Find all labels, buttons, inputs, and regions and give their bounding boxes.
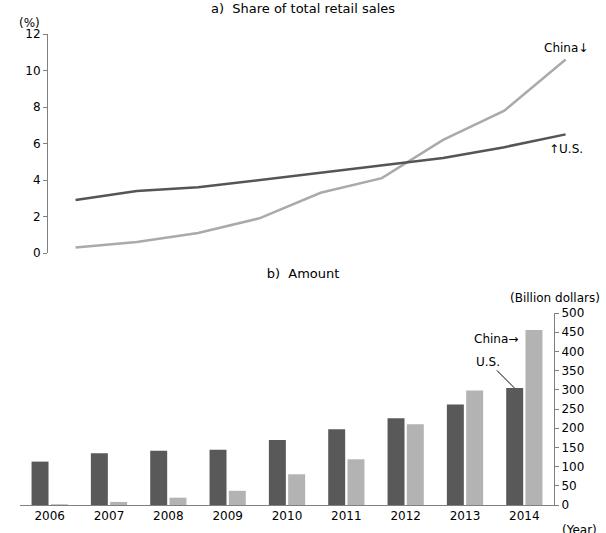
- svg-text:300: 300: [561, 383, 584, 397]
- svg-text:a) Share of total retail sale: a) Share of total retail sales: [211, 1, 395, 16]
- svg-text:2011: 2011: [331, 509, 362, 523]
- svg-text:400: 400: [561, 345, 584, 359]
- svg-text:50: 50: [561, 479, 576, 493]
- svg-text:↑U.S.: ↑U.S.: [549, 142, 583, 156]
- svg-text:12: 12: [25, 27, 40, 41]
- svg-text:2012: 2012: [390, 509, 421, 523]
- svg-text:b) Amount: b) Amount: [267, 266, 340, 281]
- svg-text:2007: 2007: [94, 509, 125, 523]
- svg-text:2014: 2014: [509, 509, 540, 523]
- svg-text:450: 450: [561, 325, 584, 339]
- svg-text:China↓: China↓: [544, 41, 588, 55]
- svg-text:U.S.: U.S.: [476, 355, 500, 369]
- svg-text:6: 6: [33, 137, 41, 151]
- svg-text:(%): (%): [19, 16, 40, 30]
- svg-text:8: 8: [33, 100, 41, 114]
- svg-text:200: 200: [561, 421, 584, 435]
- svg-text:100: 100: [561, 460, 584, 474]
- svg-text:0: 0: [561, 498, 569, 512]
- svg-text:10: 10: [25, 64, 40, 78]
- svg-text:2: 2: [33, 210, 41, 224]
- svg-text:2006: 2006: [34, 509, 65, 523]
- svg-text:(Year): (Year): [562, 523, 597, 533]
- svg-text:500: 500: [561, 306, 584, 320]
- svg-text:2010: 2010: [272, 509, 303, 523]
- svg-text:4: 4: [33, 173, 41, 187]
- svg-text:(Billion dollars): (Billion dollars): [510, 291, 600, 305]
- svg-text:0: 0: [33, 246, 41, 260]
- svg-text:250: 250: [561, 402, 584, 416]
- svg-text:350: 350: [561, 364, 584, 378]
- svg-text:China→: China→: [474, 332, 518, 346]
- svg-text:2009: 2009: [212, 509, 243, 523]
- svg-text:150: 150: [561, 441, 584, 455]
- svg-text:2013: 2013: [450, 509, 481, 523]
- svg-text:2008: 2008: [153, 509, 184, 523]
